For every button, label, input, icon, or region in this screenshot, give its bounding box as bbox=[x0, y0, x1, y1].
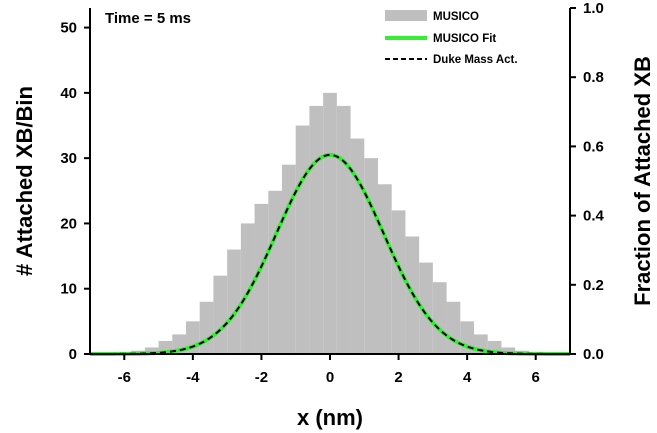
legend: MUSICO MUSICO Fit Duke Mass Act. bbox=[385, 10, 518, 66]
histogram-bar bbox=[227, 249, 241, 354]
x-tick-label: 4 bbox=[463, 369, 472, 386]
x-tick-label: 0 bbox=[326, 369, 334, 386]
histogram-bar bbox=[199, 301, 214, 354]
y2-tick-label: 0.0 bbox=[583, 346, 604, 363]
histogram-bar bbox=[350, 138, 365, 354]
legend-label-musico: MUSICO bbox=[433, 11, 479, 23]
x-tick-label: 6 bbox=[532, 369, 540, 386]
y-tick-label: 0 bbox=[69, 346, 77, 363]
y-tick-label: 20 bbox=[60, 215, 77, 232]
y-tick-label: 40 bbox=[60, 85, 77, 102]
y-axis-right-title: Fraction of Attached XB bbox=[630, 56, 655, 306]
x-tick-label: -6 bbox=[118, 369, 131, 386]
legend-label-musico-fit: MUSICO Fit bbox=[433, 33, 496, 45]
histogram-bar bbox=[391, 210, 406, 354]
histogram-bar bbox=[501, 347, 516, 354]
histogram-bar bbox=[309, 105, 324, 354]
histogram-bar bbox=[323, 92, 337, 355]
x-tick-label: 2 bbox=[394, 369, 402, 386]
histogram-bars bbox=[131, 92, 529, 355]
histogram-bar bbox=[336, 105, 351, 354]
y2-tick-label: 0.2 bbox=[583, 277, 604, 294]
legend-swatch-musico bbox=[385, 10, 427, 21]
histogram-bar bbox=[144, 347, 159, 354]
y-axis-left-title: # Attached XB/Bin bbox=[12, 86, 37, 276]
x-tick-label: -2 bbox=[255, 369, 268, 386]
histogram-bar bbox=[364, 158, 378, 354]
histogram-bar bbox=[254, 203, 269, 354]
series-line-duke-mass-action bbox=[90, 153, 570, 355]
y2-tick-label: 1.0 bbox=[583, 0, 604, 17]
histogram-bar bbox=[446, 301, 461, 354]
x-axis-title: x (nm) bbox=[297, 405, 363, 430]
y2-tick-label: 0.8 bbox=[583, 69, 604, 86]
histogram-bar bbox=[268, 190, 282, 354]
y-tick-label: 10 bbox=[60, 281, 77, 298]
histogram-bar bbox=[295, 125, 310, 354]
y-tick-label: 50 bbox=[60, 20, 77, 37]
fit-curves bbox=[90, 152, 570, 356]
histogram-bar bbox=[432, 282, 447, 354]
histogram-bar bbox=[419, 262, 433, 354]
annotation-text: Time = 5 ms bbox=[105, 10, 191, 27]
y2-tick-label: 0.6 bbox=[583, 138, 604, 155]
histogram-bar bbox=[213, 275, 228, 354]
y-tick-label: 30 bbox=[60, 150, 77, 167]
histogram-bar bbox=[240, 223, 255, 354]
histogram-bar bbox=[378, 184, 392, 354]
x-tick-label: -4 bbox=[186, 369, 200, 386]
legend-label-duke-mass-action: Duke Mass Act. bbox=[433, 54, 518, 66]
ticks: -6 -4 -2 0 2 4 6 0 10 20 30 40 50 0.0 0.2 0.4 0.6 0.8 1.0 bbox=[60, 0, 604, 386]
y2-tick-label: 0.4 bbox=[583, 208, 605, 225]
